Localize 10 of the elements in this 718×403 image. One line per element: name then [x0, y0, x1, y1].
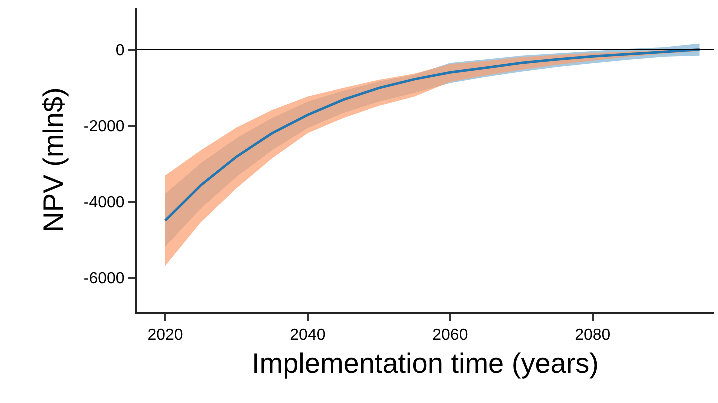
y-tick-label: -4000	[84, 194, 125, 212]
y-axis-title: NPV (mln$)	[38, 88, 70, 232]
x-tick-label: 2080	[575, 327, 611, 344]
x-tick-label: 2040	[290, 327, 326, 344]
y-tick-label: -6000	[84, 270, 125, 288]
x-tick-label: 2020	[148, 327, 184, 344]
x-tick-label: 2060	[432, 327, 468, 344]
y-tick-label: -2000	[84, 118, 125, 136]
y-tick-label: 0	[116, 42, 125, 60]
x-axis-title: Implementation time (years)	[252, 348, 600, 379]
